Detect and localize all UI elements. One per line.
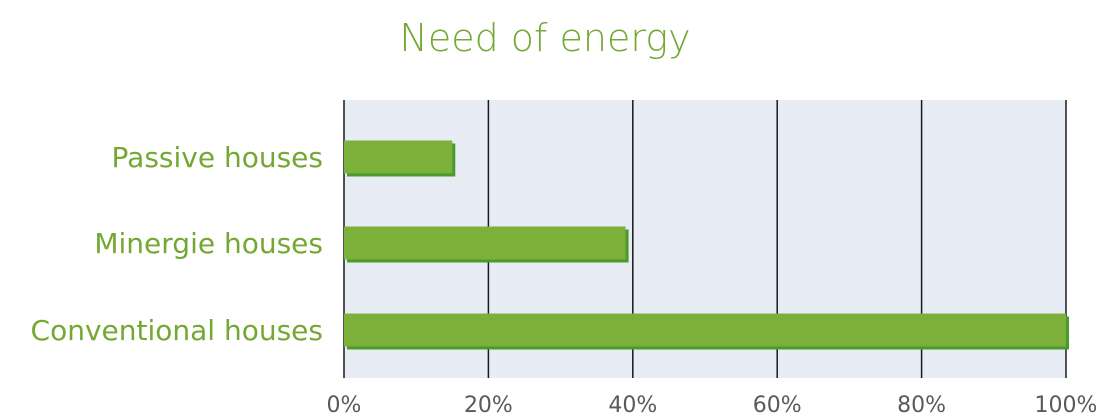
chart-title: Need of energy <box>399 16 690 60</box>
category-label: Conventional houses <box>31 314 323 347</box>
x-tick-label: 20% <box>464 393 513 415</box>
bars <box>344 140 1069 350</box>
x-tick-label: 40% <box>608 393 657 415</box>
x-tick-labels: 0% 20% 40% 60% 80% 100% <box>327 393 1096 415</box>
category-label: Passive houses <box>112 141 323 174</box>
bar <box>344 140 453 174</box>
bar <box>344 313 1066 347</box>
bar <box>344 226 626 260</box>
x-tick-label: 0% <box>327 393 362 415</box>
category-label: Minergie houses <box>94 227 323 260</box>
x-tick-label: 60% <box>753 393 802 415</box>
category-labels: Passive houses Minergie houses Conventiona… <box>31 141 323 347</box>
x-tick-label: 100% <box>1035 393 1096 415</box>
x-tick-label: 80% <box>897 393 946 415</box>
